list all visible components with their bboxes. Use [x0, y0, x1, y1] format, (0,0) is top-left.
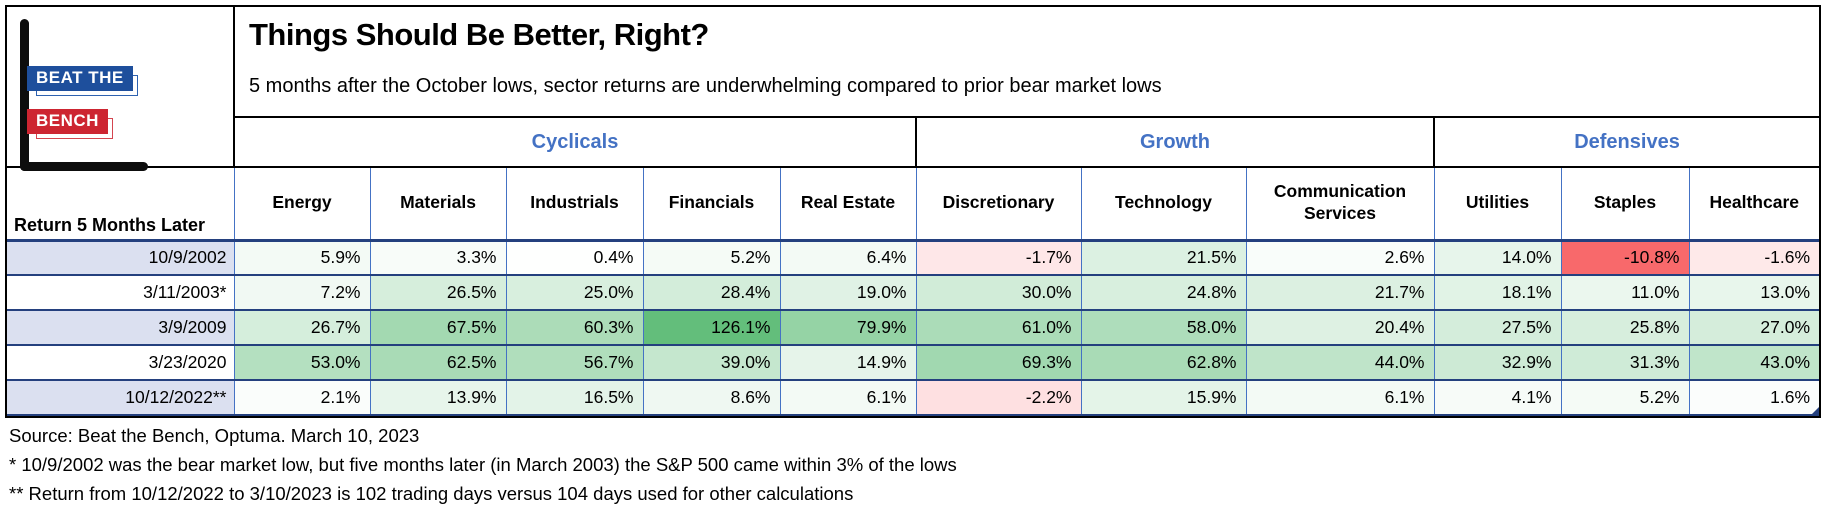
column-header-communication-services: Communication Services: [1245, 167, 1434, 242]
value-cell-3-11-2003-discretionary: 30.0%: [915, 275, 1081, 311]
page-title: Things Should Be Better, Right?: [249, 17, 709, 52]
table-row-3-23-2020: 3/23/2020 53.0% 62.5% 56.7% 39.0% 14.9% 69.3% 6…: [7, 345, 1820, 381]
value-cell-10-12-2022-utilities: 4.1%: [1433, 380, 1561, 416]
date-cell: 3/9/2009: [7, 310, 235, 346]
column-header-staples: Staples: [1560, 167, 1689, 242]
value-cell-10-9-2002-financials: 5.2%: [642, 240, 780, 276]
value-cell-10-12-2022-real-estate: 6.1%: [779, 380, 916, 416]
value-cell-10-12-2022-energy: 2.1%: [233, 380, 370, 416]
value-cell-3-9-2009-real-estate: 79.9%: [779, 310, 916, 346]
value-cell-10-9-2002-staples: -10.8%: [1560, 240, 1689, 276]
row-axis-title: Return 5 Months Later: [7, 167, 235, 242]
value-cell-10-12-2022-staples: 5.2%: [1560, 380, 1689, 416]
value-cell-3-11-2003-energy: 7.2%: [233, 275, 370, 311]
footnotes: Source: Beat the Bench, Optuma. March 10…: [0, 418, 1822, 508]
logo-beat-the-badge: BEAT THE: [27, 66, 133, 91]
column-header-technology: Technology: [1080, 167, 1246, 242]
group-header-defensives: Defensives: [1432, 117, 1820, 168]
value-cell-3-9-2009-communication-services: 20.4%: [1245, 310, 1434, 346]
value-cell-10-12-2022-financials: 8.6%: [642, 380, 780, 416]
date-cell: 10/9/2002: [7, 240, 235, 276]
column-header-real-estate: Real Estate: [779, 167, 916, 242]
value-cell-3-23-2020-real-estate: 14.9%: [779, 345, 916, 381]
value-cell-10-9-2002-materials: 3.3%: [369, 240, 506, 276]
footnote-double-asterisk: ** Return from 10/12/2022 to 3/10/2023 i…: [9, 483, 854, 504]
value-cell-3-11-2003-financials: 28.4%: [642, 275, 780, 311]
value-cell-3-9-2009-healthcare: 27.0%: [1688, 310, 1820, 346]
value-cell-3-9-2009-staples: 25.8%: [1560, 310, 1689, 346]
value-cell-10-9-2002-technology: 21.5%: [1080, 240, 1246, 276]
value-cell-10-9-2002-industrials: 0.4%: [505, 240, 643, 276]
value-cell-10-9-2002-utilities: 14.0%: [1433, 240, 1561, 276]
title-block: Things Should Be Better, Right? 5 months…: [234, 7, 1820, 118]
value-cell-3-9-2009-industrials: 60.3%: [505, 310, 643, 346]
value-cell-3-11-2003-healthcare: 13.0%: [1688, 275, 1820, 311]
value-cell-3-11-2003-utilities: 18.1%: [1433, 275, 1561, 311]
column-header-industrials: Industrials: [505, 167, 643, 242]
value-cell-10-12-2022-technology: 15.9%: [1080, 380, 1246, 416]
value-cell-10-12-2022-communication-services: 6.1%: [1245, 380, 1434, 416]
value-cell-3-23-2020-utilities: 32.9%: [1433, 345, 1561, 381]
value-cell-10-9-2002-energy: 5.9%: [233, 240, 370, 276]
column-header-utilities: Utilities: [1433, 167, 1561, 242]
value-cell-3-23-2020-materials: 62.5%: [369, 345, 506, 381]
value-cell-3-23-2020-financials: 39.0%: [642, 345, 780, 381]
sector-returns-table: BEAT THE BENCH Things Should Be Better, …: [7, 7, 1820, 416]
group-header-growth: Growth: [915, 117, 1434, 168]
value-cell-3-23-2020-healthcare: 43.0%: [1688, 345, 1820, 381]
value-cell-10-9-2002-communication-services: 2.6%: [1245, 240, 1434, 276]
value-cell-3-9-2009-energy: 26.7%: [233, 310, 370, 346]
table-row-3-11-2003: 3/11/2003* 7.2% 26.5% 25.0% 28.4% 19.0% 30.0% 2…: [7, 275, 1820, 311]
value-cell-3-11-2003-real-estate: 19.0%: [779, 275, 916, 311]
logo-axis-horizontal: [20, 162, 148, 171]
logo-bench-badge: BENCH: [27, 109, 108, 134]
logo-axis-vertical: [20, 19, 29, 171]
value-cell-10-9-2002-real-estate: 6.4%: [779, 240, 916, 276]
value-cell-3-9-2009-technology: 58.0%: [1080, 310, 1246, 346]
value-cell-3-23-2020-industrials: 56.7%: [505, 345, 643, 381]
value-cell-3-23-2020-staples: 31.3%: [1560, 345, 1689, 381]
table-row-3-9-2009: 3/9/2009 26.7% 67.5% 60.3% 126.1% 79.9% 61.0% 5…: [7, 310, 1820, 346]
date-cell: 3/23/2020: [7, 345, 235, 381]
value-cell-10-9-2002-healthcare: -1.6%: [1688, 240, 1820, 276]
value-cell-3-23-2020-discretionary: 69.3%: [915, 345, 1081, 381]
value-cell-3-9-2009-materials: 67.5%: [369, 310, 506, 346]
source-note: Source: Beat the Bench, Optuma. March 10…: [9, 425, 420, 446]
value-cell-3-11-2003-industrials: 25.0%: [505, 275, 643, 311]
date-cell: 10/12/2022**: [7, 380, 235, 416]
value-cell-3-9-2009-financials: 126.1%: [642, 310, 780, 346]
table-row-10-9-2002: 10/9/2002 5.9% 3.3% 0.4% 5.2% 6.4% -1.7% 21.5% 2…: [7, 240, 1820, 276]
value-cell-10-9-2002-discretionary: -1.7%: [915, 240, 1081, 276]
excel-corner-marker: [1812, 407, 1820, 414]
column-header-discretionary: Discretionary: [915, 167, 1081, 242]
value-cell-3-11-2003-materials: 26.5%: [369, 275, 506, 311]
footnote-single-asterisk: * 10/9/2002 was the bear market low, but…: [9, 454, 957, 475]
logo: BEAT THE BENCH: [7, 7, 235, 171]
value-cell-3-23-2020-energy: 53.0%: [233, 345, 370, 381]
value-cell-3-11-2003-communication-services: 21.7%: [1245, 275, 1434, 311]
value-cell-10-12-2022-discretionary: -2.2%: [915, 380, 1081, 416]
value-cell-10-12-2022-materials: 13.9%: [369, 380, 506, 416]
value-cell-3-23-2020-communication-services: 44.0%: [1245, 345, 1434, 381]
value-cell-3-11-2003-staples: 11.0%: [1560, 275, 1689, 311]
value-cell-3-23-2020-technology: 62.8%: [1080, 345, 1246, 381]
table-row-10-12-2022: 10/12/2022** 2.1% 13.9% 16.5% 8.6% 6.1% -2.2% 1…: [7, 380, 1820, 416]
value-cell-10-12-2022-industrials: 16.5%: [505, 380, 643, 416]
page-subtitle: 5 months after the October lows, sector …: [249, 75, 1162, 97]
column-header-materials: Materials: [369, 167, 506, 242]
table-frame: BEAT THE BENCH Things Should Be Better, …: [5, 5, 1821, 418]
column-header-energy: Energy: [233, 167, 370, 242]
column-header-healthcare: Healthcare: [1688, 167, 1820, 242]
group-header-cyclicals: Cyclicals: [234, 117, 916, 168]
date-cell: 3/11/2003*: [7, 275, 235, 311]
value-cell-3-9-2009-discretionary: 61.0%: [915, 310, 1081, 346]
column-header-financials: Financials: [642, 167, 780, 242]
value-cell-3-9-2009-utilities: 27.5%: [1433, 310, 1561, 346]
value-cell-3-11-2003-technology: 24.8%: [1080, 275, 1246, 311]
value-cell-10-12-2022-healthcare: 1.6%: [1688, 380, 1820, 416]
